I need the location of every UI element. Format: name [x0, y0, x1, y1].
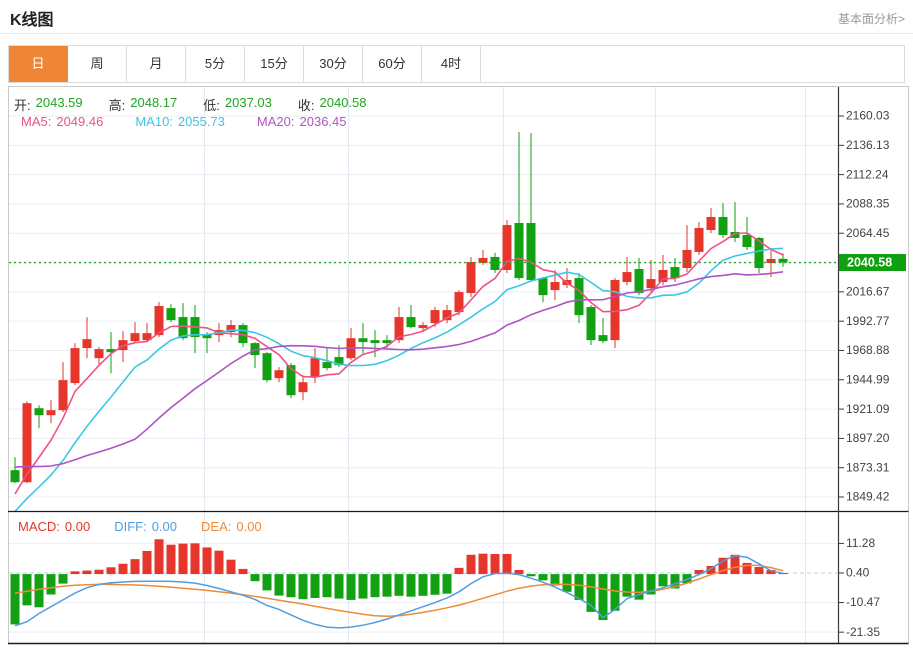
macd-tick-label: -21.35 — [846, 625, 880, 639]
header-divider — [0, 33, 913, 34]
axis-layer: 2160.03 2136.13 2112.24 2088.35 2064.45 2040.… — [8, 86, 909, 645]
tab-日[interactable]: 日 — [9, 46, 68, 82]
legend-value: 0.00 — [64, 519, 91, 534]
grid-layer — [9, 87, 838, 643]
legend-value: 2048.17 — [130, 95, 178, 110]
legend-label: DEA: — [201, 519, 232, 534]
tab-30分[interactable]: 30分 — [304, 46, 363, 82]
price-tick-label: 2016.67 — [846, 285, 890, 299]
page-title: K线图 — [10, 12, 54, 29]
legend-label: 高: — [108, 98, 126, 113]
macd-layer — [10, 539, 788, 629]
price-tick-label: 2136.13 — [846, 138, 890, 152]
legend-value: 0.00 — [236, 519, 262, 534]
tab-月[interactable]: 月 — [127, 46, 186, 82]
period-tabbar: 日周月 5分 15分 30分 60分 4时 — [8, 45, 905, 83]
price-tick-label: 1897.20 — [846, 431, 890, 445]
legend-item: DIFF: 0.00 — [114, 519, 177, 534]
legend-value: 2043.59 — [35, 95, 83, 110]
price-tick-label: 2112.24 — [846, 167, 889, 181]
tab-15分[interactable]: 15分 — [245, 46, 304, 82]
price-tick-label: 1944.99 — [846, 372, 890, 386]
legend-label: 开: — [14, 98, 31, 113]
legend-item: 高: 2048.17 — [109, 95, 178, 114]
legend-item: MA10: 2055.73 — [135, 114, 225, 129]
price-tick-label: 1992.77 — [846, 314, 890, 328]
legend-label: 收: — [297, 98, 315, 113]
ma10-line — [14, 247, 784, 511]
legend-value: 0.00 — [151, 519, 178, 534]
price-tick-label: 1968.88 — [846, 343, 890, 357]
tab-5分[interactable]: 5分 — [186, 46, 245, 82]
legend-value: 2037.03 — [224, 95, 272, 110]
legend-item: 收: 2040.58 — [298, 95, 367, 114]
legend-item: MA20: 2036.45 — [257, 114, 347, 129]
legend-label: MA5: — [21, 114, 52, 129]
price-tick-label: 1849.42 — [846, 490, 890, 504]
legend-label: MA10: — [135, 114, 173, 129]
ohlc-legend: 开: 2043.59 高: 2048.17 低: 2037.03 收: 2040.58 — [14, 95, 367, 114]
ma20-line — [14, 271, 784, 468]
price-tick-label: 2160.03 — [846, 109, 890, 123]
legend-label: DIFF: — [114, 519, 147, 534]
svg-text:2040.58: 2040.58 — [847, 255, 892, 269]
macd-tick-label: 0.40 — [846, 566, 870, 580]
legend-item: 开: 2043.59 — [14, 95, 83, 114]
macd-legend: MACD: 0.00 DIFF: 0.00 DEA: 0.00 — [18, 519, 262, 534]
price-tick-label: 1873.31 — [846, 460, 890, 474]
price-tick-label: 2064.45 — [846, 226, 890, 240]
ma-legend: MA5: 2049.46 MA10: 2055.73 MA20: 2036.45 — [21, 114, 347, 129]
tab-周[interactable]: 周 — [68, 46, 127, 82]
legend-item: MA5: 2049.46 — [21, 114, 103, 129]
legend-label: 低: — [203, 98, 220, 113]
legend-label: MA20: — [256, 114, 295, 129]
macd-tick-label: 11.28 — [846, 536, 875, 550]
price-tick-label: 1921.09 — [846, 402, 890, 416]
legend-item: 低: 2037.03 — [203, 95, 272, 114]
candlestick-layer — [9, 131, 838, 511]
ma5-line — [14, 232, 784, 495]
price-tick-label: 2088.35 — [846, 197, 890, 211]
legend-value: 2036.45 — [299, 114, 347, 129]
macd-tick-label: -10.47 — [846, 595, 880, 609]
legend-value: 2040.58 — [319, 95, 367, 110]
fundamental-analysis-link[interactable]: 基本面分析> — [837, 12, 905, 26]
legend-item: DEA: 0.00 — [201, 519, 262, 534]
diff-line — [14, 554, 784, 629]
tab-60分[interactable]: 60分 — [363, 46, 422, 82]
current-price-badge: 2040.58 — [839, 254, 906, 272]
tab-4时[interactable]: 4时 — [422, 46, 481, 82]
legend-label: MACD: — [18, 519, 60, 534]
legend-value: 2049.46 — [56, 114, 104, 129]
legend-item: MACD: 0.00 — [18, 519, 90, 534]
legend-value: 2055.73 — [177, 114, 225, 129]
